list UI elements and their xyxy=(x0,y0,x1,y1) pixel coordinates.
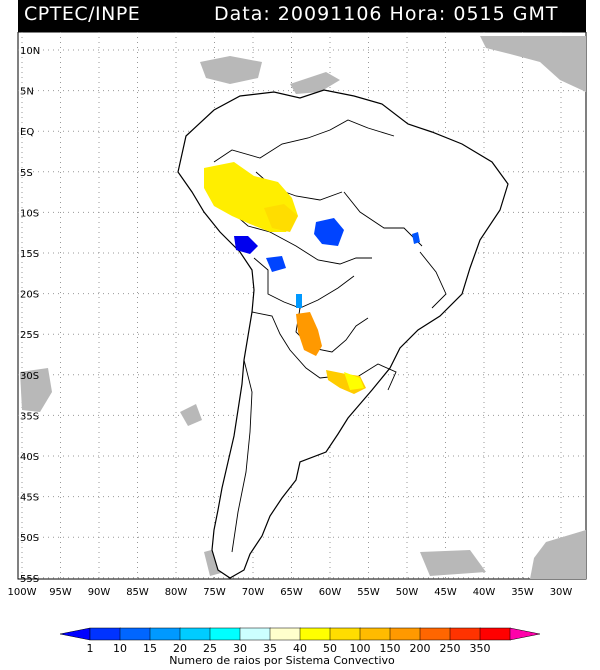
latitude-label: 5S xyxy=(20,168,33,179)
longitude-label: 50W xyxy=(396,587,419,598)
latitude-label: 35S xyxy=(20,411,39,422)
legend-tick-label: 25 xyxy=(203,642,217,655)
border-line xyxy=(295,307,369,353)
longitude-label: 100W xyxy=(8,587,37,598)
longitude-label: 60W xyxy=(319,587,342,598)
longitude-label: 70W xyxy=(242,587,265,598)
border-line xyxy=(231,359,253,553)
longitude-label: 45W xyxy=(434,587,457,598)
legend-swatch xyxy=(509,627,541,641)
legend-swatch xyxy=(359,627,391,641)
header-bar: CPTEC/INPE Data: 20091106 Hora: 0515 GMT xyxy=(18,0,586,32)
legend-tick-label: 35 xyxy=(263,642,277,655)
legend-tick-label: 50 xyxy=(323,642,337,655)
system-yellow-core xyxy=(344,372,364,390)
color-legend: 1 10 15 20 25 30 35 40 50 100 150 200 250 350 Numero … xyxy=(59,627,541,667)
legend-swatch xyxy=(239,627,271,641)
system-blue-small xyxy=(266,256,286,272)
latitude-label: 30S xyxy=(20,371,39,382)
legend-tick-label: 250 xyxy=(440,642,461,655)
latitude-label: 55S xyxy=(20,574,39,585)
latitude-label: 40S xyxy=(20,452,39,463)
legend-tick-label: 150 xyxy=(380,642,401,655)
longitude-label: 40W xyxy=(473,587,496,598)
legend-tick-label: 200 xyxy=(410,642,431,655)
latitude-label: 45S xyxy=(20,493,39,504)
cloud-patch xyxy=(180,404,202,426)
legend-tick-label: 15 xyxy=(143,642,157,655)
legend-swatch xyxy=(209,627,241,641)
longitude-label: 55W xyxy=(357,587,380,598)
legend-swatch xyxy=(269,627,301,641)
convective-systems xyxy=(204,162,420,394)
latitude-label: 5N xyxy=(20,87,34,98)
legend-tick-label: 1 xyxy=(87,642,94,655)
latitude-label: 20S xyxy=(20,290,39,301)
legend-ticks: 1 10 15 20 25 30 35 40 50 100 150 200 250 350 xyxy=(87,642,491,655)
border-line xyxy=(253,257,355,309)
system-blue-east xyxy=(412,232,420,244)
cloud-patch xyxy=(20,368,52,412)
longitude-label: 80W xyxy=(165,587,188,598)
border-line xyxy=(419,251,447,309)
cloud-patch xyxy=(530,530,586,579)
country-borders xyxy=(213,119,447,553)
legend-swatch xyxy=(59,627,91,641)
legend-swatch xyxy=(449,627,481,641)
legend-swatch xyxy=(389,627,421,641)
border-line xyxy=(231,211,372,265)
legend-tick-label: 100 xyxy=(350,642,371,655)
system-blue-west xyxy=(234,236,258,254)
cloud-patch xyxy=(420,550,486,576)
cloud-patch xyxy=(200,56,262,84)
system-orange xyxy=(296,312,322,356)
longitude-label: 85W xyxy=(126,587,149,598)
latitude-labels: 10N 5N EQ 5S 10S 15S 20S 25S 30S 35S 40S 45S 50S 55S xyxy=(20,46,40,585)
latitude-label: 10S xyxy=(20,208,39,219)
legend-swatch xyxy=(89,627,121,641)
system-blue-north xyxy=(314,218,344,246)
cloud-patch xyxy=(480,36,586,92)
legend-swatch xyxy=(149,627,181,641)
legend-swatch xyxy=(299,627,331,641)
longitude-label: 65W xyxy=(280,587,303,598)
legend-tick-label: 10 xyxy=(113,642,127,655)
longitude-labels: 100W 95W 90W 85W 80W 75W 70W 65W 60W 55W 50W 45W 40W… xyxy=(8,587,573,598)
legend-swatch xyxy=(479,627,511,641)
longitude-label: 30W xyxy=(550,587,573,598)
legend-swatch xyxy=(179,627,211,641)
latitude-label: 10N xyxy=(20,46,40,57)
latitude-label: 25S xyxy=(20,330,39,341)
date-time-label: Data: 20091106 Hora: 0515 GMT xyxy=(214,3,559,25)
longitude-label: 95W xyxy=(49,587,72,598)
legend-tick-label: 20 xyxy=(173,642,187,655)
legend-bar xyxy=(59,627,541,641)
legend-tick-label: 30 xyxy=(233,642,247,655)
legend-tick-label: 40 xyxy=(293,642,307,655)
latitude-label: 50S xyxy=(20,533,39,544)
legend-tick-label: 350 xyxy=(470,642,491,655)
legend-swatch xyxy=(119,627,151,641)
map-panel: 10N5NEQ5S10S15S20S25S30S35S40S45S50S55S … xyxy=(8,32,587,598)
system-yellow-amazon-2 xyxy=(264,204,298,232)
system-cyan xyxy=(296,294,302,308)
latitude-label: 15S xyxy=(20,249,39,260)
source-label: CPTEC/INPE xyxy=(24,3,141,25)
longitude-label: 75W xyxy=(203,587,226,598)
longitude-label: 35W xyxy=(511,587,534,598)
legend-swatch xyxy=(419,627,451,641)
cloud-patch xyxy=(290,72,340,94)
longitude-label: 90W xyxy=(88,587,111,598)
border-line xyxy=(213,119,395,163)
latitude-label: EQ xyxy=(20,127,34,138)
legend-title: Numero de raios por Sistema Convectivo xyxy=(169,654,395,667)
legend-swatch xyxy=(329,627,361,641)
border-line xyxy=(343,191,423,247)
